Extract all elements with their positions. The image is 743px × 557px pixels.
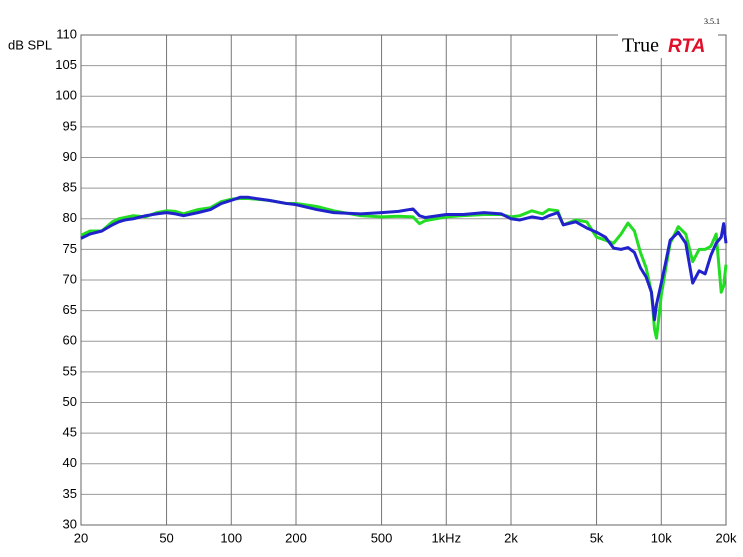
x-tick-label: 20 <box>74 530 88 545</box>
y-tick-label: 100 <box>55 88 77 103</box>
x-tick-label: 1kHz <box>431 530 461 545</box>
y-tick-label: 110 <box>56 26 77 41</box>
x-tick-label: 20k <box>716 530 737 545</box>
y-tick-label: 30 <box>63 516 77 531</box>
y-tick-label: 50 <box>63 394 77 409</box>
series-line <box>80 197 728 340</box>
logo-accent: RTA <box>668 36 705 57</box>
logo-box <box>618 34 718 58</box>
y-tick-label: 60 <box>63 333 77 348</box>
y-tick-label: 95 <box>63 118 77 133</box>
y-tick-label: 35 <box>63 486 77 501</box>
series-line <box>80 195 728 322</box>
x-tick-label: 100 <box>220 530 242 545</box>
y-tick-label: 85 <box>63 180 77 195</box>
x-tick-label: 50 <box>159 530 173 545</box>
x-tick-label: 2k <box>504 530 518 545</box>
version: 3.5.1 <box>704 17 720 26</box>
y-tick-label: 90 <box>63 149 77 164</box>
y-tick-label: 75 <box>63 241 77 256</box>
x-tick-label: 5k <box>590 530 604 545</box>
y-tick-label: 55 <box>63 363 77 378</box>
y-tick-label: 40 <box>63 455 77 470</box>
plot-frame <box>80 34 727 526</box>
x-tick-label: 10k <box>651 530 672 545</box>
logo-main: True <box>622 35 659 57</box>
x-tick-label: 200 <box>285 530 307 545</box>
y-tick-label: 45 <box>63 425 77 440</box>
y-axis-label: dB SPL <box>8 37 52 52</box>
x-tick-label: 500 <box>371 530 393 545</box>
y-tick-label: 70 <box>63 271 77 286</box>
y-tick-label: 80 <box>63 210 77 225</box>
y-tick-label: 105 <box>55 57 77 72</box>
y-tick-label: 65 <box>63 302 77 317</box>
